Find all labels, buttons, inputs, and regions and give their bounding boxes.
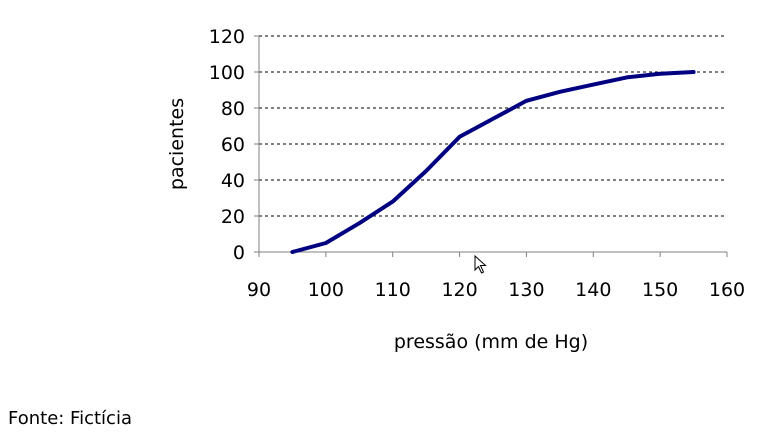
series-layer xyxy=(290,70,696,254)
source-note: Fonte: Fictícia xyxy=(8,408,132,429)
y-tick-label: 60 xyxy=(221,134,245,156)
y-axis-title: pacientes xyxy=(166,98,188,190)
grid-lines xyxy=(259,35,727,217)
x-axis-title: pressão (mm de Hg) xyxy=(394,331,588,353)
y-tick-labels: 0 20 40 60 80 100 120 xyxy=(209,26,259,264)
y-tick-label: 120 xyxy=(209,26,245,48)
arrow-pointer-icon xyxy=(474,254,488,279)
x-tick-label: 100 xyxy=(308,279,344,301)
x-tick-label: 140 xyxy=(575,279,611,301)
y-tick-label: 100 xyxy=(209,62,245,84)
y-tick-label: 0 xyxy=(233,242,245,264)
x-tick-label: 150 xyxy=(642,279,678,301)
x-tick-label: 120 xyxy=(441,279,477,301)
y-tick-label: 40 xyxy=(221,170,245,192)
series-line xyxy=(290,70,696,254)
x-tick-label: 90 xyxy=(247,279,271,301)
x-tick-label: 130 xyxy=(508,279,544,301)
y-tick-label: 20 xyxy=(221,206,245,228)
x-tick-label: 160 xyxy=(709,279,745,301)
x-tick-labels: 90 100 110 120 130 140 150 160 xyxy=(247,252,745,301)
y-tick-label: 80 xyxy=(221,98,245,120)
x-tick-label: 110 xyxy=(375,279,411,301)
